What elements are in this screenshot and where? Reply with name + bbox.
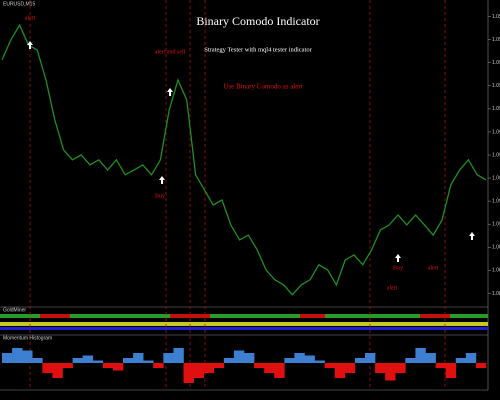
signal-label: Buy (155, 193, 165, 199)
symbol: EURUSD,M15 (3, 1, 35, 7)
histogram-bar (102, 363, 114, 368)
signal-label: alert (387, 285, 398, 291)
histogram-bar (314, 360, 325, 363)
histogram-bar (244, 353, 255, 363)
signal-arrow (469, 232, 475, 240)
signal-arrow (159, 176, 165, 184)
chart-title: Binary Comodo Indicator (196, 14, 319, 28)
y-tick-label: 1.09600 (492, 83, 500, 89)
histogram-bar (475, 363, 487, 368)
subtitle: Strategy Tester with mql4 tester indicat… (204, 46, 312, 53)
histogram-bar (304, 355, 315, 363)
pane-title: Momentum Histogram (3, 335, 52, 341)
y-tick-label: 1.09800 (492, 37, 500, 43)
signal-label: alert and sell (155, 49, 186, 55)
y-tick-label: 1.09700 (492, 60, 500, 66)
histogram-bar (62, 363, 73, 368)
histogram-bar (163, 353, 174, 363)
histogram-bar (22, 350, 33, 363)
histogram-bar (294, 353, 305, 363)
histogram-bar (445, 363, 457, 378)
y-tick-label: 1.09900 (492, 14, 500, 20)
histogram-bar (52, 363, 63, 378)
histogram-bar (193, 363, 204, 378)
signal-arrow (27, 41, 33, 49)
y-tick-label: 1.09000 (492, 222, 500, 228)
histogram-bar (425, 353, 436, 363)
histogram-bar (254, 363, 265, 368)
strip (0, 314, 488, 330)
histogram-bar (123, 358, 134, 363)
histogram-bar (112, 363, 124, 371)
histogram-bar (223, 358, 235, 363)
signal-label: alert (428, 265, 439, 271)
signal-arrow (167, 88, 173, 96)
y-tick-label: 1.09300 (492, 152, 500, 158)
histogram-bar (92, 360, 104, 363)
signal-label: alert (25, 15, 36, 21)
y-tick-label: 1.08900 (492, 245, 500, 251)
histogram-bar (405, 358, 416, 363)
histogram-bar (344, 363, 356, 373)
histogram-bar (375, 363, 386, 373)
histogram-bar (143, 360, 154, 363)
y-tick-label: 1.09100 (492, 198, 500, 204)
signal-lines (29, 0, 446, 390)
histogram-bar (213, 363, 225, 368)
histogram-bar (354, 358, 366, 363)
histogram-bar (183, 363, 194, 383)
histogram-bar (455, 358, 467, 363)
histogram-bar (385, 363, 396, 381)
histogram-bar (324, 363, 336, 368)
histogram-bar (334, 363, 346, 378)
histogram-bar (264, 363, 275, 373)
histogram-bar (203, 363, 215, 373)
histogram-bar (82, 355, 94, 363)
y-tick-label: 1.09400 (492, 129, 500, 135)
histogram-bar (173, 348, 184, 363)
histogram-bar (233, 350, 245, 363)
histogram-bar (133, 353, 144, 363)
price-line (1, 23, 487, 296)
histogram-bar (284, 358, 295, 363)
y-tick-label: 1.08700 (492, 291, 500, 297)
histogram-bar (32, 358, 43, 363)
histogram-bar (465, 353, 477, 363)
histogram-bar (2, 353, 13, 363)
histogram-bar (153, 363, 164, 368)
y-tick-label: 1.09500 (492, 106, 500, 112)
y-tick-label: 1.08800 (492, 268, 500, 274)
signal-label: Buy (393, 265, 403, 271)
histogram-bar (12, 348, 23, 363)
histogram-bar (395, 363, 406, 373)
signal-arrow (395, 254, 401, 262)
annotation: Use Binary Comodo as alert (223, 83, 302, 91)
y-tick-label: 1.09200 (492, 175, 500, 181)
histogram-bar (274, 363, 285, 378)
histogram-bar (72, 358, 83, 363)
histogram-bar (42, 363, 53, 373)
histogram-bar (435, 363, 446, 368)
histogram-bar (415, 348, 426, 363)
histogram-bar (365, 353, 376, 363)
pane-title: GoldMiner (3, 307, 26, 313)
